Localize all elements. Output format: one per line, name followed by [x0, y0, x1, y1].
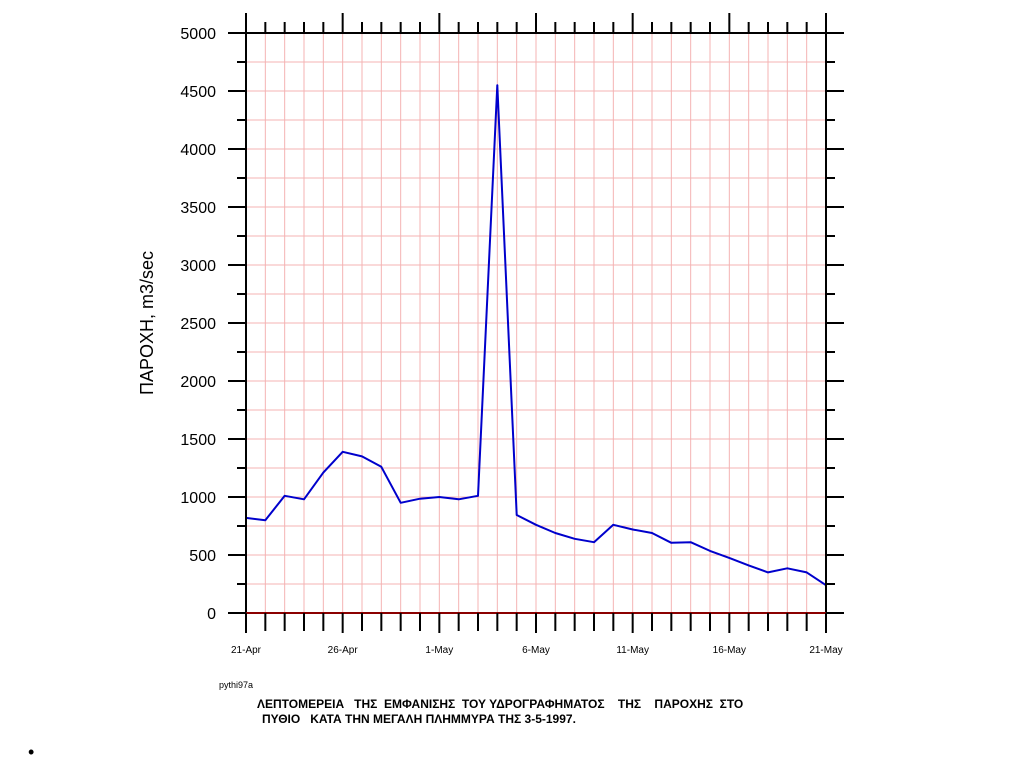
- y-tick-label: 4500: [180, 84, 216, 101]
- x-tick-label: 21-Apr: [231, 645, 262, 656]
- y-tick-label: 500: [189, 548, 216, 565]
- chart-caption: ΛΕΠΤΟΜΕΡΕΙΑ ΤΗΣ ΕΜΦΑΝΙΣΗΣ ΤΟΥ ΥΔΡΟΓΡΑΦΗΜ…: [257, 697, 877, 727]
- x-tick-label: 21-May: [809, 645, 842, 656]
- data-point: [767, 571, 769, 574]
- data-point: [419, 497, 421, 500]
- y-tick-label: 0: [207, 606, 216, 623]
- y-tick-label: 4000: [180, 142, 216, 159]
- x-tick-labels: 21-Apr 26-Apr 1-May 6-May 11-May 16-May 21-May: [231, 645, 843, 656]
- data-point: [303, 498, 305, 501]
- data-point: [380, 466, 383, 468]
- data-point: [651, 532, 653, 534]
- x-tick-label: 1-May: [425, 645, 453, 656]
- data-point: [496, 84, 499, 86]
- data-point: [341, 450, 344, 453]
- source-tag: pythi97a: [219, 680, 254, 690]
- y-tick-labels: 0 500 1000 1500 2000 2500 3000 3500 4000 4500 5000: [180, 26, 216, 623]
- bullet-point: •: [28, 742, 35, 762]
- data-point: [438, 496, 441, 498]
- data-point: [515, 514, 518, 516]
- data-point: [593, 541, 595, 544]
- y-tick-label: 2000: [180, 374, 216, 391]
- data-point: [670, 542, 673, 544]
- data-point: [535, 524, 537, 526]
- data-point: [728, 557, 731, 559]
- y-tick-label: 1500: [180, 432, 216, 449]
- grid-lines: [246, 33, 826, 613]
- data-point: [361, 455, 363, 458]
- data-point: [477, 495, 479, 497]
- data-point: [554, 532, 557, 534]
- data-point: [399, 502, 402, 504]
- data-point: [805, 571, 808, 574]
- x-tick-label: 6-May: [522, 645, 550, 656]
- data-point: [283, 495, 286, 497]
- data-point: [747, 564, 750, 567]
- y-axis-label: ΠΑΡΟΧΗ, m3/sec: [137, 251, 157, 395]
- caption-line-1: ΛΕΠΤΟΜΕΡΕΙΑ ΤΗΣ ΕΜΦΑΝΙΣΗΣ ΤΟΥ ΥΔΡΟΓΡΑΦΗΜ…: [257, 697, 744, 711]
- tick-marks: [228, 13, 844, 633]
- data-point: [457, 498, 460, 501]
- discharge-hydrograph-chart: 0 500 1000 1500 2000 2500 3000 3500 4000 4500 5000…: [137, 13, 844, 656]
- data-point: [573, 537, 576, 540]
- data-point: [264, 519, 267, 521]
- data-point: [631, 528, 634, 531]
- caption-line-2: ΠΥΘΙΟ ΚΑΤΑ ΤΗΝ ΜΕΓΑΛΗ ΠΛΗΜΜΥΡΑ ΤΗΣ 3-5-1…: [262, 712, 576, 726]
- x-tick-label: 11-May: [616, 645, 649, 656]
- y-tick-label: 3500: [180, 200, 216, 217]
- data-point: [709, 550, 711, 552]
- x-tick-label: 16-May: [713, 645, 746, 656]
- y-tick-label: 2500: [180, 316, 216, 333]
- data-point: [689, 541, 692, 544]
- x-tick-label: 26-Apr: [328, 645, 359, 656]
- y-tick-label: 3000: [180, 258, 216, 275]
- y-tick-label: 5000: [180, 26, 216, 43]
- data-point: [322, 471, 325, 474]
- data-point: [786, 567, 789, 570]
- data-point: [612, 524, 615, 526]
- y-tick-label: 1000: [180, 490, 216, 507]
